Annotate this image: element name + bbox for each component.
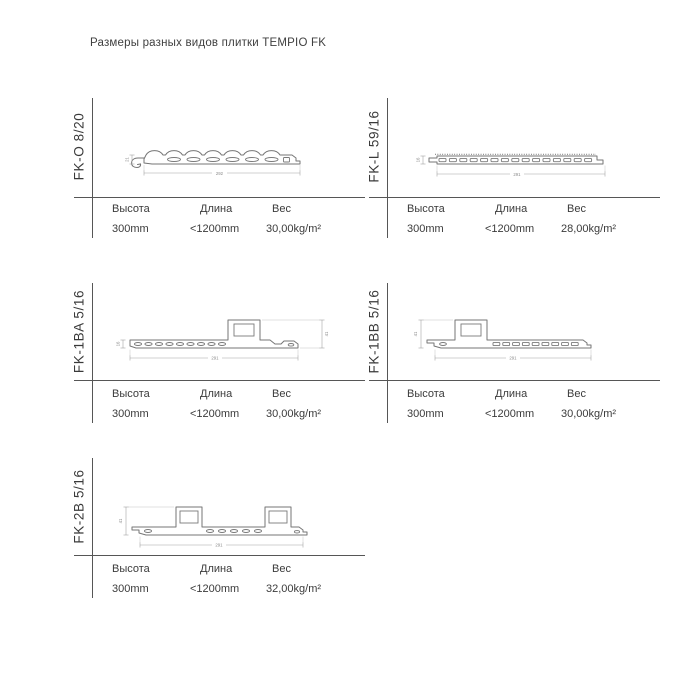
section-divider-line	[369, 197, 660, 198]
value-weight: 30,00kg/m²	[266, 223, 322, 235]
profile-holes	[438, 157, 593, 163]
col-header-weight: Вес	[567, 203, 586, 215]
value-height: 300mm	[112, 583, 149, 595]
value-length: <1200mm	[485, 223, 535, 235]
profile-holes	[133, 342, 295, 347]
col-header-height: Высота	[407, 203, 445, 215]
section-label: FK-2B 5/16	[71, 469, 87, 544]
col-header-length: Длина	[495, 388, 528, 400]
width-dimension: 291	[139, 536, 304, 548]
profile-holes	[167, 157, 290, 163]
height-dimension: 41	[118, 506, 174, 536]
col-header-weight: Вес	[272, 203, 291, 215]
axis-vertical-line	[92, 98, 93, 238]
profile-outline	[130, 150, 301, 169]
dimension-width-label: 291	[215, 542, 223, 547]
section-fk-1ba: FK-1BA 5/16	[66, 280, 366, 432]
col-header-height: Высота	[407, 388, 445, 400]
col-header-length: Длина	[200, 203, 233, 215]
height-dimension: 16	[416, 155, 426, 165]
dimension-height-label: 16	[416, 157, 421, 162]
dimension-width-label: 292	[216, 171, 224, 176]
profile-holes	[439, 341, 579, 347]
dimension-height-label: 41	[118, 518, 123, 523]
section-fk-2b: FK-2B 5/16 291	[66, 455, 366, 607]
profile-drawing-fk-l: 291 16	[416, 153, 606, 177]
value-weight: 30,00kg/m²	[561, 408, 617, 420]
profile-drawing-fk-2b: 291 41	[118, 506, 308, 548]
height-dimension: 41	[413, 319, 453, 349]
dimension-height-label: 41	[413, 331, 418, 336]
width-dimension: 292	[143, 165, 301, 176]
value-weight: 30,00kg/m²	[266, 408, 322, 420]
col-header-height: Высота	[112, 388, 150, 400]
section-label: FK-O 8/20	[71, 112, 87, 181]
col-header-height: Высота	[112, 563, 150, 575]
profile-outline	[131, 506, 308, 536]
section-label: FK-1BB 5/16	[366, 289, 382, 374]
value-length: <1200mm	[190, 583, 240, 595]
section-divider-line	[369, 380, 660, 381]
width-dimension: 291	[436, 165, 606, 177]
col-header-length: Длина	[200, 388, 233, 400]
col-header-length: Длина	[200, 563, 233, 575]
dimension-height-label: 21	[125, 157, 130, 162]
section-fk-l: FK-L 59/16	[361, 95, 661, 247]
section-fk-o: FK-O 8/20 292	[66, 95, 366, 247]
axis-vertical-line	[92, 458, 93, 598]
axis-vertical-line	[387, 283, 388, 423]
width-dimension: 291	[434, 349, 592, 361]
value-height: 300mm	[407, 223, 444, 235]
dimension-height-right-label: 41	[324, 331, 329, 336]
value-height: 300mm	[407, 408, 444, 420]
profile-outline	[129, 319, 299, 349]
profile-drawing-fk-1bb: 291 41	[413, 319, 592, 361]
col-header-weight: Вес	[272, 388, 291, 400]
profile-holes	[143, 529, 301, 534]
section-divider-line	[74, 555, 365, 556]
section-fk-1bb: FK-1BB 5/16	[361, 280, 661, 432]
col-header-weight: Вес	[272, 563, 291, 575]
dimension-width-label: 291	[509, 355, 517, 360]
dimension-width-label: 291	[211, 355, 219, 360]
section-divider-line	[74, 197, 365, 198]
dimension-width-label: 291	[513, 172, 521, 177]
section-divider-line	[74, 380, 365, 381]
profile-drawing-fk-o: 292 21	[125, 150, 301, 176]
value-height: 300mm	[112, 408, 149, 420]
section-label: FK-L 59/16	[366, 110, 382, 183]
value-length: <1200mm	[190, 223, 240, 235]
profile-outline	[426, 319, 592, 349]
value-length: <1200mm	[190, 408, 240, 420]
profile-drawing-fk-1ba: 291 16 41	[116, 319, 329, 361]
value-weight: 28,00kg/m²	[561, 223, 617, 235]
value-weight: 32,00kg/m²	[266, 583, 322, 595]
width-dimension: 291	[129, 349, 299, 361]
axis-vertical-line	[92, 283, 93, 423]
col-header-height: Высота	[112, 203, 150, 215]
col-header-weight: Вес	[567, 388, 586, 400]
profile-outline	[428, 153, 604, 165]
height-dimension-right: 41	[262, 319, 329, 349]
dimension-height-label: 16	[116, 341, 121, 346]
height-dimension: 21	[125, 154, 135, 165]
col-header-length: Длина	[495, 203, 528, 215]
section-label: FK-1BA 5/16	[71, 289, 87, 374]
axis-vertical-line	[387, 98, 388, 238]
height-dimension: 16	[116, 339, 126, 349]
value-length: <1200mm	[485, 408, 535, 420]
value-height: 300mm	[112, 223, 149, 235]
page-title: Размеры разных видов плитки TEMPIO FK	[90, 37, 327, 49]
